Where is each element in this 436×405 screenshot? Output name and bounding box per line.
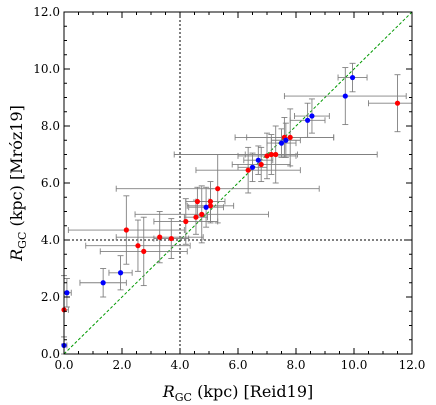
x-axis-label-rest: (kpc) [Reid19]	[192, 382, 313, 401]
y-tick-label: 12.0	[33, 5, 60, 19]
reference-lines	[63, 11, 413, 355]
blue-data-point	[249, 164, 256, 170]
blue-data-point	[305, 117, 311, 123]
identity-line	[63, 11, 413, 355]
red-data-point	[207, 203, 214, 209]
x-axis-label: RGC (kpc) [Reid19]	[162, 382, 314, 404]
red-data-point	[157, 234, 163, 240]
y-tick-label: 4.0	[41, 233, 60, 247]
plot-background	[64, 12, 412, 354]
y-tick-label: 2.0	[41, 290, 60, 304]
red-data-point	[394, 100, 401, 106]
x-tick-label: 10.0	[341, 358, 368, 372]
x-axis-label-sub: GC	[175, 391, 192, 404]
red-data-point	[199, 211, 205, 217]
x-tick-label: 2.0	[112, 358, 131, 372]
red-data-point	[273, 151, 279, 158]
blue-data-point	[349, 74, 356, 81]
blue-data-point	[283, 137, 289, 143]
red-data-point	[258, 161, 264, 168]
red-data-point	[245, 167, 251, 173]
red-data-point	[193, 214, 199, 220]
y-axis-label-sub: GC	[16, 232, 29, 249]
red-data-point	[135, 243, 141, 249]
y-axis-label: RGC (kpc) [Mróz19]	[7, 105, 29, 262]
y-tick-label: 0.0	[41, 347, 60, 361]
y-tick-label: 10.0	[33, 62, 60, 76]
red-data-point	[207, 198, 214, 205]
blue-data-point	[255, 157, 261, 163]
red-data-point	[287, 134, 293, 140]
x-tick-label: 0.0	[54, 358, 73, 372]
blue-data-point	[117, 270, 124, 276]
data-points	[61, 74, 401, 349]
y-axis-label-main: R	[7, 249, 26, 262]
x-axis-label-main: R	[162, 382, 175, 401]
y-axis-label-rest: (kpc) [Mróz19]	[7, 105, 26, 232]
red-data-point	[123, 227, 129, 233]
plot-frame	[63, 11, 413, 355]
x-tick-label: 12.0	[399, 358, 426, 372]
blue-data-point	[342, 93, 348, 99]
red-data-point	[141, 248, 147, 254]
x-tick-label: 6.0	[228, 358, 247, 372]
blue-data-point	[309, 113, 315, 119]
x-tick-label: 8.0	[286, 358, 305, 372]
red-data-point	[264, 153, 270, 159]
y-tick-label: 8.0	[41, 119, 60, 133]
blue-data-point	[64, 290, 70, 296]
blue-data-point	[100, 280, 106, 286]
red-data-point	[168, 235, 174, 242]
red-data-point	[268, 151, 274, 158]
blue-data-point	[278, 140, 285, 146]
blue-data-point	[203, 204, 209, 210]
y-tick-label: 6.0	[41, 176, 60, 190]
x-tick-label: 4.0	[170, 358, 189, 372]
red-data-point	[183, 218, 189, 225]
red-data-point	[215, 186, 221, 192]
red-data-point	[194, 198, 200, 205]
